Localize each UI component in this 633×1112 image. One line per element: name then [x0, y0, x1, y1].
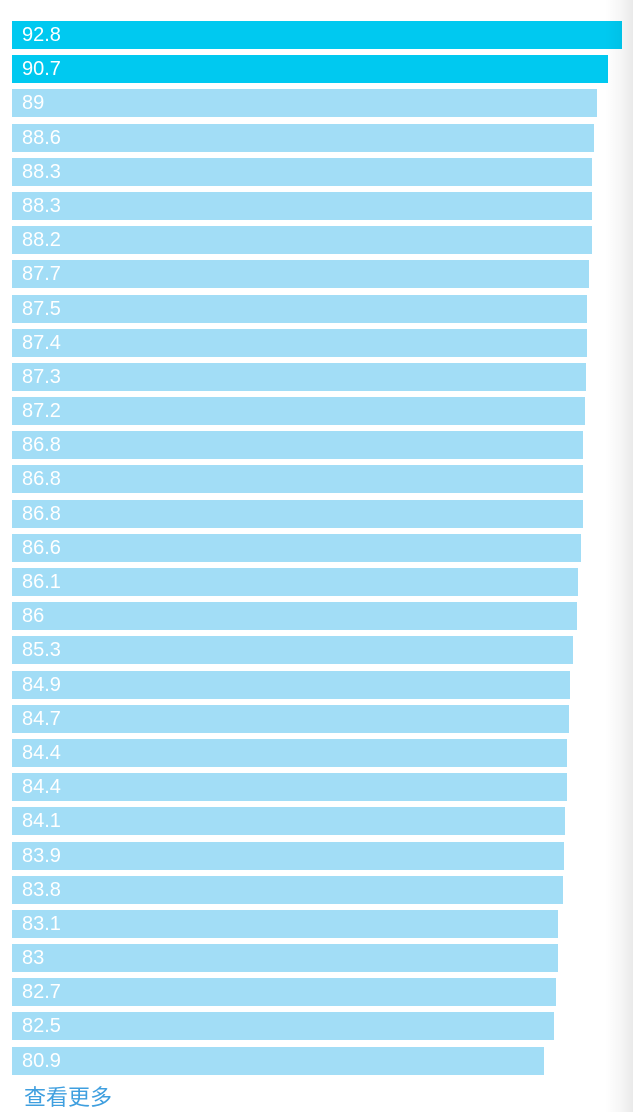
bar-value-label: 84.4	[22, 776, 61, 799]
bar: 84.4	[12, 738, 567, 767]
bar-row: 88.3	[12, 191, 633, 220]
bar-row: 88.2	[12, 226, 633, 255]
bar: 86.8	[12, 499, 583, 528]
bar-value-label: 80.9	[22, 1049, 61, 1072]
bar-row: 86.8	[12, 431, 633, 460]
bar: 83.1	[12, 909, 559, 938]
bar-value-label: 88.3	[22, 160, 61, 183]
bar-row: 84.9	[12, 670, 633, 699]
bar-row: 86	[12, 602, 633, 631]
bar-value-label: 86.8	[22, 502, 61, 525]
bar: 84.4	[12, 773, 567, 802]
bar-value-label: 87.7	[22, 263, 61, 286]
bar: 90.7	[12, 55, 609, 84]
bar-value-label: 85.3	[22, 639, 61, 662]
bar-row: 80.9	[12, 1046, 633, 1075]
bar-value-label: 83.8	[22, 878, 61, 901]
bar-value-label: 90.7	[22, 58, 61, 81]
bar: 87.7	[12, 260, 589, 289]
bar-value-label: 86.1	[22, 571, 61, 593]
bar: 84.1	[12, 807, 565, 836]
bar: 88.3	[12, 157, 593, 186]
bar: 83.9	[12, 841, 564, 870]
bar-row: 86.6	[12, 533, 633, 562]
bar: 92.8	[12, 21, 622, 49]
bar: 87.5	[12, 294, 588, 323]
bar: 89	[12, 89, 597, 118]
bar-row: 83.1	[12, 909, 633, 938]
bar-row: 84.1	[12, 807, 633, 836]
bar-row: 86.1	[12, 568, 633, 596]
bar-value-label: 87.3	[22, 365, 61, 388]
bar: 86.6	[12, 533, 582, 562]
bar-value-label: 86.8	[22, 468, 61, 491]
bar-value-label: 89	[22, 92, 45, 115]
bar-value-label: 84.7	[22, 707, 61, 730]
bar: 87.2	[12, 397, 586, 426]
bar-row: 87.3	[12, 362, 633, 391]
bar-value-label: 86.8	[22, 434, 61, 457]
bar: 86	[12, 602, 578, 631]
bar-value-label: 83	[22, 947, 45, 970]
bar-row: 88.6	[12, 123, 633, 152]
bar-row: 85.3	[12, 636, 633, 665]
bar-value-label: 88.2	[22, 229, 61, 252]
bar: 88.3	[12, 191, 593, 220]
bar: 88.2	[12, 226, 592, 255]
bar-row: 82.5	[12, 1012, 633, 1041]
bar: 83.8	[12, 875, 563, 904]
bar-value-label: 92.8	[22, 24, 61, 46]
bar-row: 83.8	[12, 875, 633, 904]
bar-row: 84.4	[12, 738, 633, 767]
bar-value-label: 87.4	[22, 331, 61, 354]
bar: 83	[12, 944, 558, 973]
bar: 86.8	[12, 431, 583, 460]
bar-row: 92.8	[12, 21, 633, 49]
bar: 82.5	[12, 1012, 555, 1041]
bar-row: 86.8	[12, 499, 633, 528]
bar: 87.4	[12, 328, 587, 357]
bar-row: 90.7	[12, 55, 633, 84]
bar-row: 87.7	[12, 260, 633, 289]
bar: 82.7	[12, 978, 556, 1007]
bar-row: 87.2	[12, 397, 633, 426]
bar-list: 92.8 90.7 89 88.6 88.3 88.3 88.2 87.7	[12, 21, 633, 1075]
bar-value-label: 88.3	[22, 194, 61, 217]
bar: 87.3	[12, 362, 586, 391]
bar-row: 84.4	[12, 773, 633, 802]
bar: 86.8	[12, 465, 583, 494]
bar-row: 87.5	[12, 294, 633, 323]
bar-row: 84.7	[12, 704, 633, 733]
bar-row: 83.9	[12, 841, 633, 870]
bar: 85.3	[12, 636, 573, 665]
bar-row: 87.4	[12, 328, 633, 357]
bar-value-label: 88.6	[22, 126, 61, 149]
bar-value-label: 87.5	[22, 297, 61, 320]
bar: 84.7	[12, 704, 569, 733]
bar: 88.6	[12, 123, 595, 152]
bar-row: 82.7	[12, 978, 633, 1007]
bar-value-label: 86	[22, 605, 45, 628]
bar-row: 83	[12, 944, 633, 973]
bar-value-label: 84.4	[22, 741, 61, 764]
bar-value-label: 82.5	[22, 1015, 61, 1038]
bar-value-label: 83.9	[22, 844, 61, 867]
bar-value-label: 82.7	[22, 981, 61, 1004]
bar-row: 88.3	[12, 157, 633, 186]
bar-row: 89	[12, 89, 633, 118]
bar: 80.9	[12, 1046, 544, 1075]
bar-row: 86.8	[12, 465, 633, 494]
bar-value-label: 83.1	[22, 912, 61, 935]
bar: 86.1	[12, 568, 578, 596]
bar-value-label: 86.6	[22, 536, 61, 559]
bar-value-label: 84.9	[22, 673, 61, 696]
bar-value-label: 87.2	[22, 400, 61, 423]
view-more-link[interactable]: 查看更多	[24, 1084, 113, 1110]
bar: 84.9	[12, 670, 571, 699]
bar-value-label: 84.1	[22, 810, 61, 833]
